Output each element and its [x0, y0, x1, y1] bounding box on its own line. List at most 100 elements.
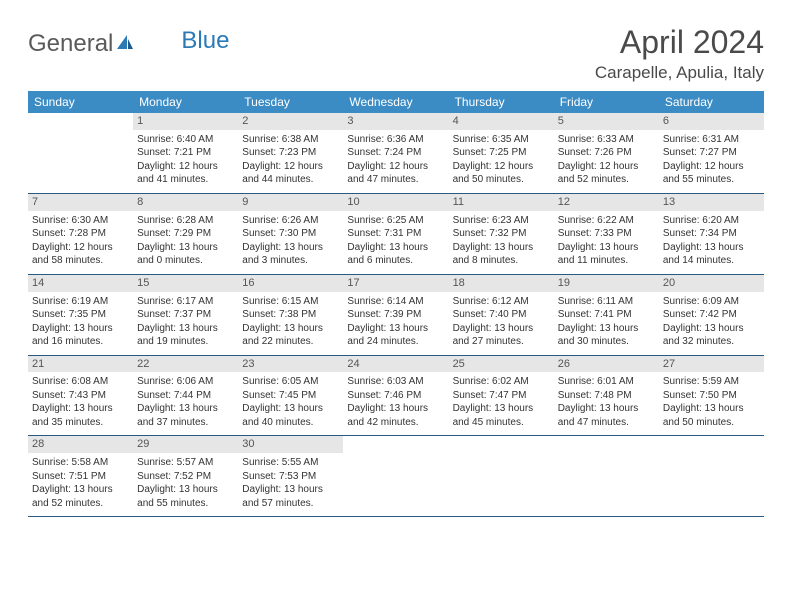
day-number: 13	[659, 194, 764, 211]
day-number: 22	[133, 356, 238, 373]
logo: General Blue	[28, 24, 229, 58]
daylight-text: Daylight: 13 hours and 55 minutes.	[137, 483, 234, 510]
day-cell	[659, 436, 764, 516]
sunset-text: Sunset: 7:21 PM	[137, 146, 234, 160]
sunrise-text: Sunrise: 6:09 AM	[663, 295, 760, 309]
week-row: 28Sunrise: 5:58 AMSunset: 7:51 PMDayligh…	[28, 436, 764, 517]
daylight-text: Daylight: 13 hours and 45 minutes.	[453, 402, 550, 429]
week-row: 1Sunrise: 6:40 AMSunset: 7:21 PMDaylight…	[28, 113, 764, 194]
day-cell: 14Sunrise: 6:19 AMSunset: 7:35 PMDayligh…	[28, 275, 133, 355]
sunset-text: Sunset: 7:28 PM	[32, 227, 129, 241]
day-cell: 27 Sunrise: 5:59 AMSunset: 7:50 PMDayligh…	[659, 356, 764, 436]
day-number: 29	[133, 436, 238, 453]
logo-text-2: Blue	[181, 27, 229, 55]
sunset-text: Sunset: 7:47 PM	[453, 389, 550, 403]
day-number: 6	[659, 113, 764, 130]
day-number: 11	[449, 194, 554, 211]
sunrise-text: Sunrise: 6:35 AM	[453, 133, 550, 147]
day-number: 5	[554, 113, 659, 130]
sunset-text: Sunset: 7:37 PM	[137, 308, 234, 322]
calendar-grid: SundayMondayTuesdayWednesdayThursdayFrid…	[28, 91, 764, 517]
sunrise-text: Sunrise: 6:11 AM	[558, 295, 655, 309]
sunrise-text: Sunrise: 5:58 AM	[32, 456, 129, 470]
day-cell: 3Sunrise: 6:36 AMSunset: 7:24 PMDaylight…	[343, 113, 448, 193]
month-title: April 2024	[595, 24, 764, 61]
daylight-text: Daylight: 13 hours and 0 minutes.	[137, 241, 234, 268]
day-cell: 18Sunrise: 6:12 AMSunset: 7:40 PMDayligh…	[449, 275, 554, 355]
sunset-text: Sunset: 7:50 PM	[663, 389, 760, 403]
sunrise-text: Sunrise: 6:02 AM	[453, 375, 550, 389]
daylight-text: Daylight: 13 hours and 14 minutes.	[663, 241, 760, 268]
day-number: 1	[133, 113, 238, 130]
day-number: 17	[343, 275, 448, 292]
sunrise-text: Sunrise: 6:01 AM	[558, 375, 655, 389]
day-cell: 29 Sunrise: 5:57 AMSunset: 7:52 PMDayligh…	[133, 436, 238, 516]
sunset-text: Sunset: 7:52 PM	[137, 470, 234, 484]
day-cell: 4Sunrise: 6:35 AMSunset: 7:25 PMDaylight…	[449, 113, 554, 193]
sunset-text: Sunset: 7:30 PM	[242, 227, 339, 241]
weekday-header: Monday	[133, 91, 238, 113]
daylight-text: Daylight: 12 hours and 41 minutes.	[137, 160, 234, 187]
daylight-text: Daylight: 13 hours and 47 minutes.	[558, 402, 655, 429]
sunrise-text: Sunrise: 6:38 AM	[242, 133, 339, 147]
day-number: 4	[449, 113, 554, 130]
daylight-text: Daylight: 13 hours and 22 minutes.	[242, 322, 339, 349]
daylight-text: Daylight: 13 hours and 8 minutes.	[453, 241, 550, 268]
day-number: 15	[133, 275, 238, 292]
daylight-text: Daylight: 13 hours and 42 minutes.	[347, 402, 444, 429]
daylight-text: Daylight: 13 hours and 50 minutes.	[663, 402, 760, 429]
sunset-text: Sunset: 7:46 PM	[347, 389, 444, 403]
day-number: 16	[238, 275, 343, 292]
day-cell	[343, 436, 448, 516]
daylight-text: Daylight: 12 hours and 58 minutes.	[32, 241, 129, 268]
sunrise-text: Sunrise: 6:14 AM	[347, 295, 444, 309]
daylight-text: Daylight: 12 hours and 52 minutes.	[558, 160, 655, 187]
sunset-text: Sunset: 7:25 PM	[453, 146, 550, 160]
day-cell: 13Sunrise: 6:20 AMSunset: 7:34 PMDayligh…	[659, 194, 764, 274]
sunset-text: Sunset: 7:24 PM	[347, 146, 444, 160]
day-cell: 25Sunrise: 6:02 AMSunset: 7:47 PMDayligh…	[449, 356, 554, 436]
day-number: 10	[343, 194, 448, 211]
daylight-text: Daylight: 13 hours and 32 minutes.	[663, 322, 760, 349]
sunrise-text: Sunrise: 6:03 AM	[347, 375, 444, 389]
daylight-text: Daylight: 13 hours and 11 minutes.	[558, 241, 655, 268]
day-number: 3	[343, 113, 448, 130]
weekday-header: Sunday	[28, 91, 133, 113]
daylight-text: Daylight: 12 hours and 44 minutes.	[242, 160, 339, 187]
day-number: 30	[238, 436, 343, 453]
day-cell: 26Sunrise: 6:01 AMSunset: 7:48 PMDayligh…	[554, 356, 659, 436]
day-cell: 23Sunrise: 6:05 AMSunset: 7:45 PMDayligh…	[238, 356, 343, 436]
sunset-text: Sunset: 7:44 PM	[137, 389, 234, 403]
day-cell	[554, 436, 659, 516]
sunset-text: Sunset: 7:33 PM	[558, 227, 655, 241]
daylight-text: Daylight: 13 hours and 40 minutes.	[242, 402, 339, 429]
daylight-text: Daylight: 13 hours and 6 minutes.	[347, 241, 444, 268]
day-cell: 5Sunrise: 6:33 AMSunset: 7:26 PMDaylight…	[554, 113, 659, 193]
day-cell	[28, 113, 133, 193]
day-cell: 10Sunrise: 6:25 AMSunset: 7:31 PMDayligh…	[343, 194, 448, 274]
day-number: 14	[28, 275, 133, 292]
weekday-header: Saturday	[659, 91, 764, 113]
sunset-text: Sunset: 7:39 PM	[347, 308, 444, 322]
sunset-text: Sunset: 7:51 PM	[32, 470, 129, 484]
day-number: 19	[554, 275, 659, 292]
daylight-text: Daylight: 13 hours and 27 minutes.	[453, 322, 550, 349]
sunset-text: Sunset: 7:41 PM	[558, 308, 655, 322]
day-cell: 17Sunrise: 6:14 AMSunset: 7:39 PMDayligh…	[343, 275, 448, 355]
day-cell: 15Sunrise: 6:17 AMSunset: 7:37 PMDayligh…	[133, 275, 238, 355]
sunrise-text: Sunrise: 5:55 AM	[242, 456, 339, 470]
sunrise-text: Sunrise: 6:08 AM	[32, 375, 129, 389]
weekday-header: Thursday	[449, 91, 554, 113]
location-text: Carapelle, Apulia, Italy	[595, 63, 764, 83]
sunrise-text: Sunrise: 5:59 AM	[663, 375, 760, 389]
day-number: 27	[659, 356, 764, 373]
day-number: 26	[554, 356, 659, 373]
sunrise-text: Sunrise: 6:19 AM	[32, 295, 129, 309]
sunrise-text: Sunrise: 6:28 AM	[137, 214, 234, 228]
sunset-text: Sunset: 7:42 PM	[663, 308, 760, 322]
sunrise-text: Sunrise: 5:57 AM	[137, 456, 234, 470]
sunrise-text: Sunrise: 6:40 AM	[137, 133, 234, 147]
day-cell: 12Sunrise: 6:22 AMSunset: 7:33 PMDayligh…	[554, 194, 659, 274]
day-number: 24	[343, 356, 448, 373]
week-row: 7Sunrise: 6:30 AMSunset: 7:28 PMDaylight…	[28, 194, 764, 275]
